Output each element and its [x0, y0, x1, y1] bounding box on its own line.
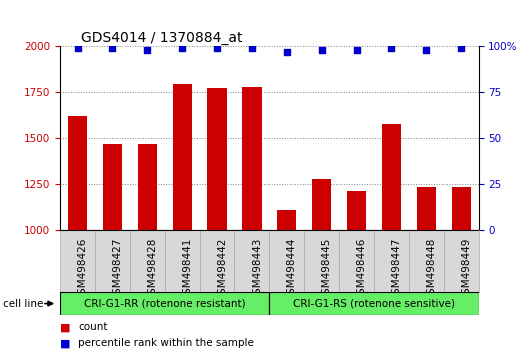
Text: GSM498448: GSM498448: [426, 238, 436, 301]
Bar: [417, 187, 436, 230]
Text: percentile rank within the sample: percentile rank within the sample: [78, 338, 254, 348]
Bar: [173, 84, 192, 230]
Bar: [68, 116, 87, 230]
Bar: [200, 230, 234, 292]
Bar: [130, 230, 165, 292]
Text: GSM498446: GSM498446: [357, 238, 367, 301]
Bar: [374, 230, 409, 292]
Text: GSM498445: GSM498445: [322, 238, 332, 301]
Bar: [269, 292, 479, 315]
Bar: [409, 230, 444, 292]
Bar: [138, 144, 157, 230]
Bar: [60, 230, 95, 292]
Point: [282, 49, 291, 55]
Bar: [382, 124, 401, 230]
Point: [73, 45, 82, 51]
Bar: [451, 187, 471, 230]
Text: GSM498449: GSM498449: [461, 238, 471, 301]
Text: GSM498447: GSM498447: [391, 238, 401, 301]
Bar: [60, 292, 269, 315]
Text: GSM498427: GSM498427: [112, 238, 122, 301]
Bar: [103, 144, 122, 230]
Text: cell line: cell line: [3, 298, 43, 309]
Bar: [242, 86, 262, 230]
Bar: [269, 230, 304, 292]
Bar: [444, 230, 479, 292]
Point: [457, 45, 465, 51]
Point: [353, 47, 361, 52]
Point: [213, 45, 221, 51]
Point: [143, 47, 152, 52]
Bar: [165, 230, 200, 292]
Bar: [312, 178, 331, 230]
Point: [108, 45, 117, 51]
Text: count: count: [78, 322, 108, 332]
Text: ■: ■: [60, 338, 71, 348]
Bar: [234, 230, 269, 292]
Text: ■: ■: [60, 322, 71, 332]
Point: [248, 45, 256, 51]
Text: GDS4014 / 1370884_at: GDS4014 / 1370884_at: [81, 31, 243, 45]
Bar: [95, 230, 130, 292]
Bar: [277, 210, 297, 230]
Text: GSM498428: GSM498428: [147, 238, 157, 301]
Text: CRI-G1-RR (rotenone resistant): CRI-G1-RR (rotenone resistant): [84, 298, 246, 309]
Text: GSM498441: GSM498441: [182, 238, 192, 301]
Point: [317, 47, 326, 52]
Text: GSM498443: GSM498443: [252, 238, 262, 301]
Point: [387, 45, 395, 51]
Bar: [347, 190, 366, 230]
Text: CRI-G1-RS (rotenone sensitive): CRI-G1-RS (rotenone sensitive): [293, 298, 455, 309]
Bar: [208, 88, 226, 230]
Text: GSM498444: GSM498444: [287, 238, 297, 301]
Bar: [339, 230, 374, 292]
Point: [422, 47, 430, 52]
Bar: [304, 230, 339, 292]
Text: GSM498442: GSM498442: [217, 238, 227, 301]
Point: [178, 45, 186, 51]
Text: GSM498426: GSM498426: [77, 238, 87, 301]
